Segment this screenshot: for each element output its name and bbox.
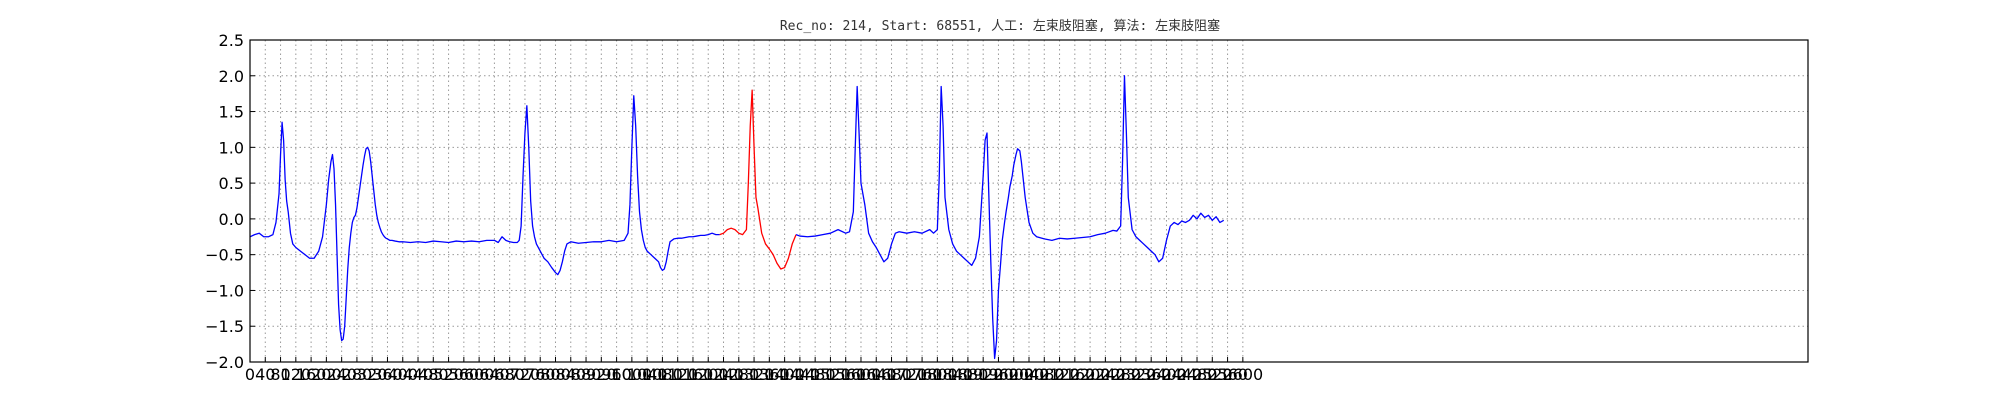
- x-tick-label: 2440: [1161, 365, 1202, 384]
- x-tick-label: 1800: [917, 365, 958, 384]
- x-tick-label: 1040: [627, 365, 668, 384]
- x-tick-label: 1000: [612, 365, 653, 384]
- x-tick-label: 40: [255, 365, 275, 384]
- x-tick-label: 2360: [1131, 365, 1172, 384]
- x-tick-label: 1560: [825, 365, 866, 384]
- x-tick-label: 1920: [963, 365, 1004, 384]
- x-tick-label: 640: [479, 365, 510, 384]
- x-tick-label: 2200: [1070, 365, 1111, 384]
- x-tick-label: 1680: [871, 365, 912, 384]
- x-tick-label: 1360: [749, 365, 790, 384]
- y-tick-label: −2.0: [205, 353, 244, 372]
- y-axis-ticks: −2.0 −1.5 −1.0 −0.5 0.0 0.5 1.0 1.5 2.0 2.5: [205, 31, 255, 372]
- x-tick-label: 840: [555, 365, 586, 384]
- x-tick-label: 880: [571, 365, 602, 384]
- x-tick-label: 1120: [657, 365, 698, 384]
- y-tick-label: 2.5: [219, 31, 244, 50]
- x-tick-label: 1880: [948, 365, 989, 384]
- x-tick-label: 1240: [703, 365, 744, 384]
- x-tick-label: 480: [418, 365, 449, 384]
- x-tick-label: 680: [494, 365, 525, 384]
- y-tick-label: 0.5: [219, 174, 244, 193]
- x-tick-label: 600: [464, 365, 495, 384]
- x-tick-label: 1080: [642, 365, 683, 384]
- x-tick-label: 1400: [764, 365, 805, 384]
- x-tick-label: 280: [342, 365, 373, 384]
- grid-lines: [249, 39, 1808, 363]
- x-tick-label: 2600: [1222, 365, 1263, 384]
- x-tick-label: 1760: [902, 365, 943, 384]
- x-axis-ticks: 0 408012016020024028032036040044048052056…: [245, 357, 1263, 384]
- series-line-1: [719, 89, 797, 270]
- y-tick-label: −0.5: [205, 246, 244, 265]
- series-line-0: [249, 95, 720, 342]
- x-tick-label: 1600: [841, 365, 882, 384]
- x-tick-label: 520: [433, 365, 464, 384]
- x-tick-label: 200: [311, 365, 342, 384]
- x-tick-label: 2080: [1024, 365, 1065, 384]
- x-tick-label: 0: [245, 365, 255, 384]
- y-tick-label: 2.0: [219, 67, 244, 86]
- x-tick-label: 720: [510, 365, 541, 384]
- x-tick-label: 560: [449, 365, 480, 384]
- x-tick-label: 120: [281, 365, 312, 384]
- x-tick-label: 80: [270, 365, 290, 384]
- x-tick-label: 2400: [1146, 365, 1187, 384]
- x-tick-label: 1840: [932, 365, 973, 384]
- y-tick-label: −1.5: [205, 317, 244, 336]
- chart-title: Rec_no: 214, Start: 68551, 人工: 左束肢阻塞, 算法…: [780, 18, 1220, 34]
- x-tick-label: 400: [387, 365, 418, 384]
- x-tick-label: 920: [586, 365, 617, 384]
- x-tick-label: 2520: [1192, 365, 1233, 384]
- x-tick-label: 2320: [1116, 365, 1157, 384]
- x-tick-label: 1160: [673, 365, 714, 384]
- series-line-2: [795, 75, 1225, 360]
- x-tick-label: 1280: [718, 365, 759, 384]
- x-tick-label: 2000: [993, 365, 1034, 384]
- x-tick-label: 2160: [1054, 365, 1095, 384]
- x-tick-label: 760: [525, 365, 556, 384]
- plot-frame: [249, 39, 1809, 363]
- x-tick-label: 2240: [1085, 365, 1126, 384]
- y-tick-label: 0.0: [219, 210, 244, 229]
- x-tick-label: 1320: [734, 365, 775, 384]
- x-tick-label: 1520: [810, 365, 851, 384]
- signal-series: [249, 75, 1225, 360]
- x-tick-label: 1480: [795, 365, 836, 384]
- x-tick-label: 1640: [856, 365, 897, 384]
- x-tick-label: 320: [357, 365, 388, 384]
- x-tick-label: 360: [372, 365, 403, 384]
- x-tick-label: 2120: [1039, 365, 1080, 384]
- x-tick-label: 440: [403, 365, 434, 384]
- x-tick-label: 1720: [886, 365, 927, 384]
- x-tick-label: 1960: [978, 365, 1019, 384]
- x-tick-label: 2040: [1009, 365, 1050, 384]
- x-tick-label: 1440: [780, 365, 821, 384]
- x-tick-label: 800: [540, 365, 571, 384]
- y-tick-label: 1.0: [219, 138, 244, 157]
- y-tick-label: 1.5: [219, 103, 244, 122]
- x-tick-label: 160: [296, 365, 327, 384]
- x-tick-label: 2560: [1207, 365, 1248, 384]
- x-tick-label: 1200: [688, 365, 729, 384]
- x-tick-label: 240: [326, 365, 357, 384]
- x-tick-label: 2480: [1177, 365, 1218, 384]
- x-tick-label: 2280: [1100, 365, 1141, 384]
- y-tick-label: −1.0: [205, 281, 244, 300]
- x-tick-label: 960: [601, 365, 632, 384]
